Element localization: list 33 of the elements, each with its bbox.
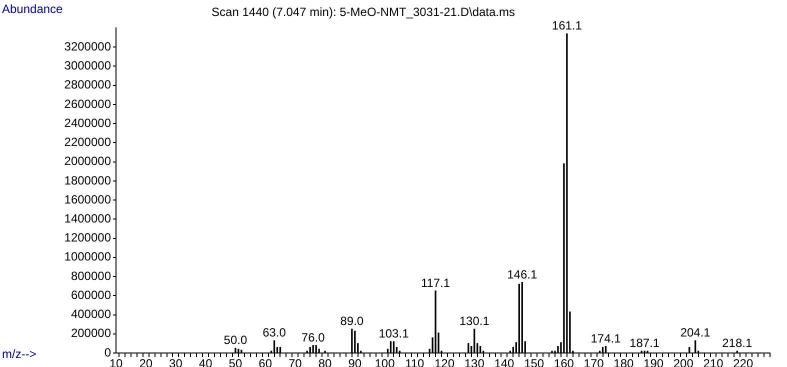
annotation: 89.0 [340, 314, 364, 328]
annotation: 76.0 [301, 330, 326, 344]
y-tick-label: 3200000 [64, 39, 112, 54]
y-tick-label: 2000000 [64, 154, 112, 168]
y-tick-label: 1800000 [64, 173, 112, 188]
annotation: 103.1 [378, 326, 410, 341]
chart-title: Scan 1440 (7.047 min): 5-MeO-NMT_3031-21.D\data.ms [212, 5, 515, 19]
y-axis-title: Abundance [2, 2, 64, 16]
y-tick-label: 1600000 [64, 192, 112, 206]
annotation: 218.1 [722, 336, 752, 350]
y-tick-label: 1000000 [64, 250, 112, 264]
y-tick-label: 3000000 [64, 58, 112, 73]
annotation: 130.1 [459, 314, 490, 328]
annotation: 204.1 [680, 326, 711, 340]
annotation: 50.0 [224, 333, 248, 348]
y-tick-label: 1200000 [64, 230, 112, 245]
x-axis-title: m/z--> [2, 347, 36, 361]
y-tick-label: 400000 [70, 307, 112, 322]
annotation: 187.1 [630, 336, 660, 350]
y-tick-label: 800000 [70, 268, 112, 283]
annotation: 174.1 [590, 331, 622, 346]
annotation: 63.0 [262, 326, 286, 340]
y-tick-label: 200000 [70, 326, 112, 340]
y-tick-label: 600000 [70, 288, 112, 302]
annotation: 117.1 [420, 276, 450, 290]
y-tick-label: 1400000 [64, 211, 112, 226]
annotation: 161.1 [552, 18, 582, 33]
y-tick-label: 2800000 [64, 78, 112, 92]
y-tick-label: 2200000 [64, 135, 112, 150]
annotation: 146.1 [507, 267, 538, 282]
y-tick-label: 2400000 [64, 116, 112, 130]
y-tick-label: 0 [104, 345, 112, 360]
y-tick-label: 2600000 [64, 96, 112, 111]
